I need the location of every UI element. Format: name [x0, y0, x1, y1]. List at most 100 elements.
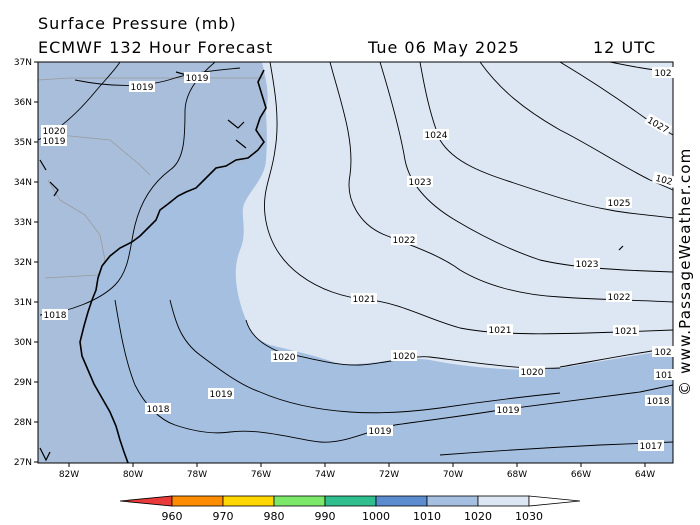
svg-text:102: 102: [654, 174, 673, 188]
isobar-label: 1018: [645, 395, 671, 407]
svg-text:102: 102: [654, 69, 671, 79]
isobar-label: 1025: [606, 197, 632, 209]
svg-text:1020: 1020: [273, 353, 296, 363]
legend-tick: 1020: [464, 510, 492, 523]
legend-swatch: [324, 495, 377, 507]
lat-label: 29N: [14, 378, 32, 388]
isobar-label: 1022: [391, 234, 417, 246]
svg-text:1021: 1021: [489, 326, 512, 336]
legend-swatch: [222, 495, 275, 507]
state-border: [38, 77, 264, 279]
svg-text:1024: 1024: [425, 131, 448, 141]
svg-text:1022: 1022: [608, 293, 631, 303]
isobar-label: 1017: [638, 440, 664, 452]
svg-text:1019: 1019: [497, 406, 520, 416]
isobar-label: 1023: [407, 176, 433, 188]
lat-label: 32N: [14, 258, 32, 268]
isobar-label: 102: [652, 346, 674, 358]
svg-text:1018: 1018: [44, 311, 67, 321]
legend-swatch: [528, 495, 581, 507]
svg-text:1019: 1019: [43, 137, 66, 147]
legend-tick: 1000: [362, 510, 390, 523]
isobar-label: 101: [654, 369, 674, 381]
svg-text:1020: 1020: [521, 368, 544, 378]
isobar-labels: 1019 1019 1020 1019 1018 1018 1019 1020 …: [41, 67, 677, 452]
isobar-label: 1019: [367, 425, 393, 437]
isobar-label: 1019: [41, 135, 67, 147]
svg-text:1025: 1025: [608, 199, 631, 209]
isobar-label: 102: [652, 67, 674, 79]
lat-label: 35N: [14, 138, 32, 148]
legend-tick: 1010: [413, 510, 441, 523]
isobar-lines: [38, 62, 673, 456]
lat-label: 37N: [14, 58, 32, 68]
coastline: [79, 69, 267, 463]
isobar-label: 1020: [391, 350, 417, 362]
land-region: [38, 62, 268, 463]
svg-text:102: 102: [654, 348, 671, 358]
forecast-time: 12 UTC: [593, 38, 657, 57]
pressure-fill-1020-1030: [235, 62, 673, 370]
lon-label: 82W: [59, 470, 79, 480]
legend-tick: 1030: [515, 510, 543, 523]
svg-text:1019: 1019: [210, 390, 233, 400]
svg-text:1019: 1019: [131, 83, 154, 93]
legend-tick: 960: [162, 510, 183, 523]
svg-text:1019: 1019: [186, 74, 209, 84]
lat-label: 34N: [14, 178, 32, 188]
svg-text:1020: 1020: [43, 127, 66, 137]
legend-swatch: [426, 495, 479, 507]
longitude-axis: 82W 80W 78W 76W 74W 72W 70W 68W 66W 64W: [59, 463, 655, 480]
legend-tick: 980: [264, 510, 285, 523]
isobar-label: 1021: [613, 325, 639, 337]
lat-label: 33N: [14, 218, 32, 228]
isobar-label: 1022: [606, 291, 632, 303]
map-title: Surface Pressure (mb): [38, 14, 237, 33]
forecast-date: Tue 06 May 2025: [368, 38, 520, 57]
svg-text:101: 101: [655, 371, 672, 381]
isobar-label: 1020: [41, 125, 67, 137]
isobar-label: 1018: [42, 309, 68, 321]
lon-label: 68W: [507, 470, 527, 480]
svg-text:1020: 1020: [393, 352, 416, 362]
lat-label: 31N: [14, 298, 32, 308]
forecast-model: ECMWF 132 Hour Forecast: [38, 38, 274, 57]
legend-swatch: [119, 495, 173, 507]
isobar-label: 1019: [184, 72, 210, 84]
svg-text:1018: 1018: [147, 405, 170, 415]
isobar-label: 1020: [519, 366, 545, 378]
isobar-label: 1018: [145, 403, 171, 415]
isobar-label: 1021: [351, 293, 377, 305]
lon-label: 72W: [379, 470, 399, 480]
legend-swatch: [273, 495, 326, 507]
lon-label: 80W: [123, 470, 143, 480]
lon-label: 74W: [315, 470, 335, 480]
legend-swatch: [375, 495, 428, 507]
svg-text:1021: 1021: [353, 295, 376, 305]
lon-label: 76W: [251, 470, 271, 480]
legend-tick: 990: [315, 510, 336, 523]
lon-label: 70W: [443, 470, 463, 480]
lon-label: 78W: [187, 470, 207, 480]
legend-swatch: [171, 495, 224, 507]
isobar-label: 102: [652, 171, 677, 188]
svg-text:1022: 1022: [393, 236, 416, 246]
isobar-label: 1020: [271, 351, 297, 363]
latitude-axis: 37N 36N 35N 34N 33N 32N 31N 30N 29N 28N …: [14, 58, 38, 468]
svg-text:1023: 1023: [409, 178, 432, 188]
isobar-label: 1024: [423, 129, 449, 141]
isobar-label: 1021: [487, 324, 513, 336]
lat-label: 28N: [14, 418, 32, 428]
isobar-label: 1019: [495, 404, 521, 416]
legend-swatch: [477, 495, 530, 507]
lat-label: 30N: [14, 338, 32, 348]
svg-text:1018: 1018: [647, 397, 670, 407]
isobar-label: 1019: [208, 388, 234, 400]
svg-text:1019: 1019: [369, 427, 392, 437]
lat-label: 27N: [14, 458, 32, 468]
lon-label: 64W: [635, 470, 655, 480]
lon-label: 66W: [571, 470, 591, 480]
svg-text:1023: 1023: [576, 260, 599, 270]
